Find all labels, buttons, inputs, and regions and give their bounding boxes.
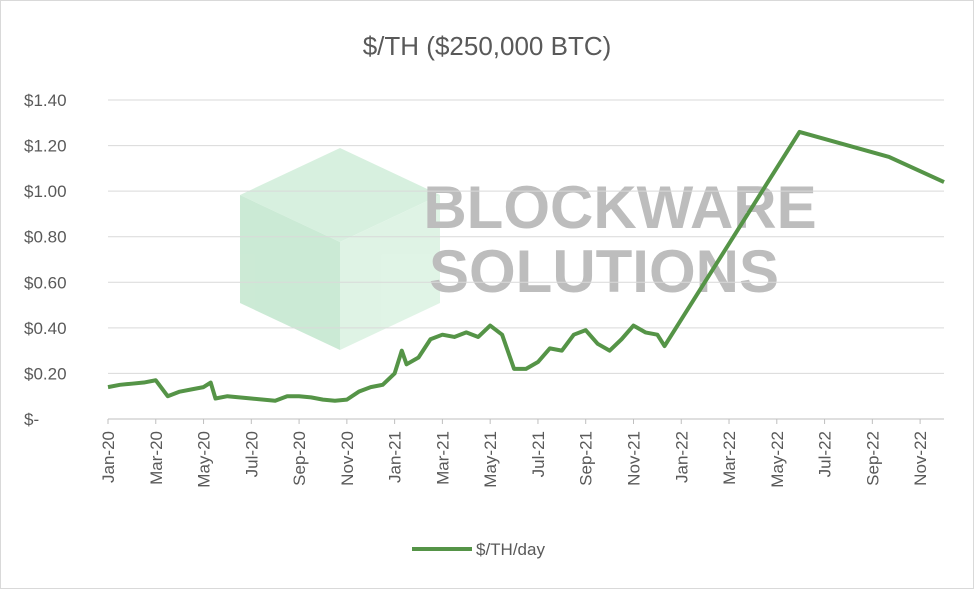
- x-tick-label: Sep-20: [290, 431, 309, 486]
- x-tick-label: Nov-21: [624, 431, 643, 486]
- x-tick-label: Jul-20: [242, 431, 261, 477]
- x-tick-label: Mar-20: [147, 431, 166, 485]
- legend-label: $/TH/day: [476, 540, 545, 559]
- y-tick-label: $0.80: [24, 228, 67, 247]
- x-tick-label: May-21: [481, 431, 500, 488]
- y-tick-label: $1.40: [24, 91, 67, 110]
- x-tick-label: Jan-20: [99, 431, 118, 483]
- watermark-line: BLOCKWARE: [423, 174, 816, 241]
- x-tick-label: Nov-22: [911, 431, 930, 486]
- x-tick-label: Nov-20: [338, 431, 357, 486]
- chart-title: $/TH ($250,000 BTC): [363, 31, 612, 61]
- x-tick-label: Mar-22: [720, 431, 739, 485]
- x-tick-label: Sep-21: [577, 431, 596, 486]
- y-tick-label: $1.20: [24, 137, 67, 156]
- watermark-logo: [240, 148, 440, 350]
- y-tick-label: $-: [24, 410, 39, 429]
- series-line: [107, 129, 945, 403]
- y-tick-label: $0.60: [24, 273, 67, 292]
- x-tick-label: Jul-21: [529, 431, 548, 477]
- x-tick-label: Jan-21: [386, 431, 405, 483]
- x-tick-label: Sep-22: [863, 431, 882, 486]
- watermark-line: SOLUTIONS: [429, 238, 779, 305]
- y-tick-label: $0.20: [24, 364, 67, 383]
- x-tick-label: Mar-21: [433, 431, 452, 485]
- x-tick-label: Jul-22: [816, 431, 835, 477]
- x-tick-label: May-20: [195, 431, 214, 488]
- y-tick-label: $0.40: [24, 319, 67, 338]
- x-tick-label: Jan-22: [672, 431, 691, 483]
- y-tick-label: $1.00: [24, 182, 67, 201]
- x-tick-label: May-22: [768, 431, 787, 488]
